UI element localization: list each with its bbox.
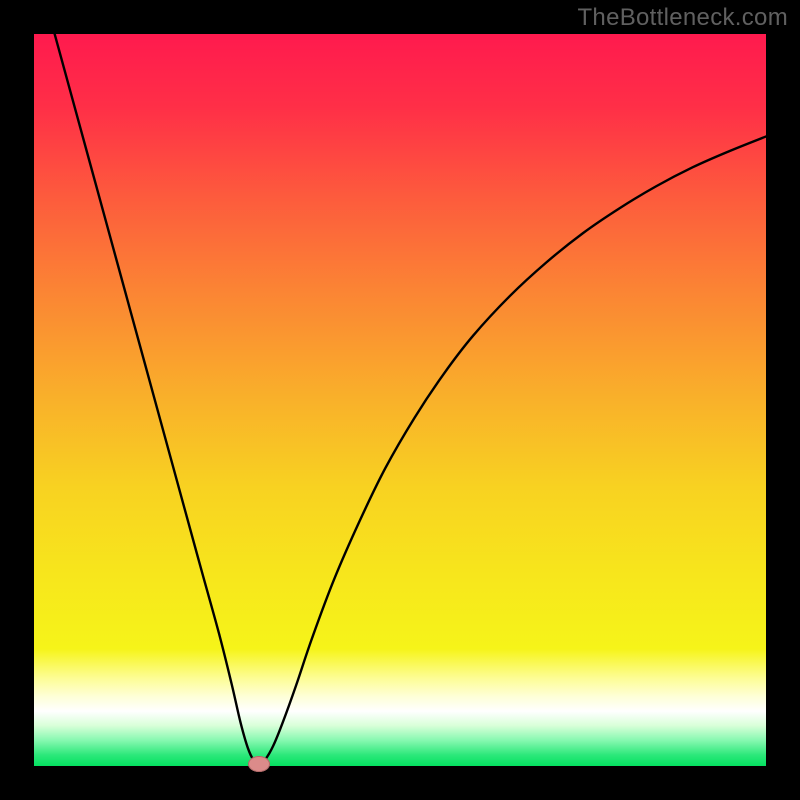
- plot-area: [34, 34, 766, 766]
- optimal-point-marker: [248, 756, 270, 772]
- curve-layer: [34, 34, 766, 766]
- chart-frame: TheBottleneck.com: [0, 0, 800, 800]
- watermark-text: TheBottleneck.com: [577, 4, 788, 32]
- bottleneck-curve: [49, 34, 766, 764]
